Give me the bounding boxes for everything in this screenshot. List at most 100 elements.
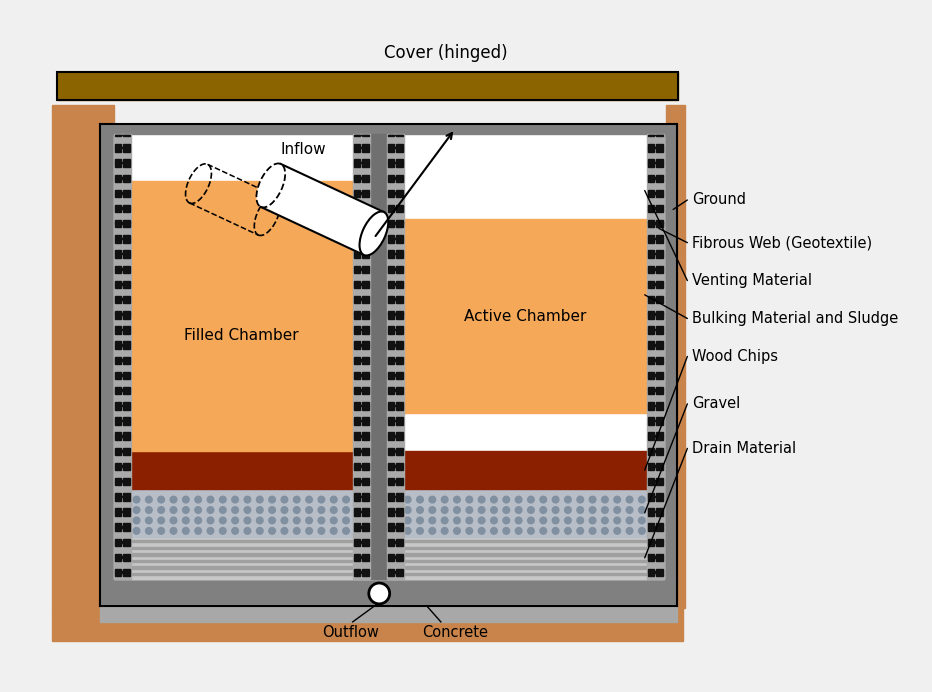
Circle shape bbox=[503, 507, 510, 513]
Bar bbox=[656, 406, 663, 410]
Bar bbox=[123, 527, 130, 531]
Bar bbox=[115, 177, 130, 179]
Bar bbox=[115, 190, 121, 192]
Bar bbox=[353, 192, 369, 194]
Bar bbox=[363, 452, 369, 455]
Bar bbox=[396, 463, 403, 465]
Bar bbox=[123, 327, 130, 329]
Circle shape bbox=[171, 527, 177, 534]
Bar bbox=[656, 497, 663, 500]
Bar bbox=[396, 163, 403, 167]
Bar bbox=[648, 450, 663, 452]
Bar bbox=[396, 554, 403, 556]
Bar bbox=[353, 406, 361, 410]
Bar bbox=[115, 558, 121, 561]
Bar bbox=[115, 251, 121, 253]
Bar bbox=[115, 313, 130, 315]
Bar bbox=[396, 266, 403, 268]
Bar bbox=[115, 526, 130, 527]
Circle shape bbox=[614, 517, 621, 524]
Bar bbox=[388, 526, 403, 527]
Circle shape bbox=[369, 583, 390, 604]
Circle shape bbox=[614, 527, 621, 534]
Bar bbox=[123, 205, 130, 208]
Bar bbox=[115, 361, 121, 364]
Bar bbox=[130, 573, 647, 576]
Bar bbox=[396, 179, 403, 182]
Bar bbox=[353, 270, 361, 273]
Bar bbox=[353, 450, 369, 452]
Bar bbox=[388, 465, 403, 467]
Circle shape bbox=[306, 527, 312, 534]
Circle shape bbox=[540, 496, 546, 503]
Bar bbox=[123, 144, 130, 147]
Bar bbox=[396, 296, 403, 298]
Bar bbox=[115, 497, 121, 500]
Bar bbox=[396, 417, 403, 420]
Bar bbox=[388, 341, 394, 344]
Bar bbox=[363, 417, 369, 420]
Bar bbox=[115, 387, 121, 390]
Bar bbox=[396, 558, 403, 561]
Bar bbox=[648, 419, 663, 421]
Bar bbox=[363, 421, 369, 425]
Bar bbox=[648, 391, 654, 394]
Bar bbox=[656, 205, 663, 208]
Bar bbox=[648, 573, 654, 576]
Bar bbox=[353, 341, 361, 344]
Circle shape bbox=[429, 496, 435, 503]
Circle shape bbox=[540, 507, 546, 513]
Bar bbox=[388, 405, 403, 406]
Bar bbox=[123, 266, 130, 268]
Circle shape bbox=[145, 496, 152, 503]
Bar bbox=[57, 72, 678, 100]
Bar bbox=[648, 448, 654, 450]
Bar bbox=[115, 421, 121, 425]
Bar bbox=[648, 421, 654, 425]
Bar bbox=[648, 344, 663, 345]
Bar bbox=[123, 417, 130, 420]
Bar bbox=[115, 281, 121, 283]
Bar bbox=[353, 512, 361, 516]
Bar bbox=[353, 478, 361, 480]
Bar bbox=[648, 235, 654, 238]
Bar bbox=[115, 163, 121, 167]
Bar bbox=[363, 266, 369, 268]
Bar bbox=[353, 511, 369, 512]
Bar bbox=[388, 435, 403, 437]
Bar bbox=[115, 341, 121, 344]
Circle shape bbox=[268, 517, 276, 524]
Bar bbox=[388, 419, 403, 421]
Bar bbox=[115, 527, 121, 531]
Bar bbox=[115, 511, 130, 512]
Bar bbox=[353, 315, 361, 318]
Bar bbox=[648, 270, 654, 273]
Bar bbox=[648, 495, 663, 497]
Bar bbox=[363, 376, 369, 379]
Circle shape bbox=[207, 527, 213, 534]
Circle shape bbox=[318, 517, 324, 524]
Bar bbox=[115, 478, 121, 480]
Circle shape bbox=[244, 496, 251, 503]
Bar bbox=[396, 235, 403, 238]
Bar bbox=[363, 569, 369, 572]
Bar bbox=[656, 194, 663, 197]
Circle shape bbox=[133, 496, 140, 503]
Bar bbox=[388, 417, 394, 420]
Bar bbox=[396, 356, 403, 359]
Bar bbox=[115, 223, 130, 224]
Bar bbox=[656, 452, 663, 455]
Bar bbox=[388, 480, 403, 482]
Bar bbox=[388, 541, 403, 543]
Circle shape bbox=[268, 496, 276, 503]
Bar bbox=[387, 134, 404, 579]
Bar bbox=[388, 148, 394, 152]
Bar bbox=[363, 194, 369, 197]
Circle shape bbox=[565, 517, 571, 524]
Circle shape bbox=[490, 517, 498, 524]
Bar bbox=[115, 372, 121, 374]
Bar bbox=[648, 144, 654, 147]
Bar bbox=[388, 283, 403, 285]
Bar bbox=[363, 463, 369, 465]
Bar bbox=[656, 493, 663, 495]
